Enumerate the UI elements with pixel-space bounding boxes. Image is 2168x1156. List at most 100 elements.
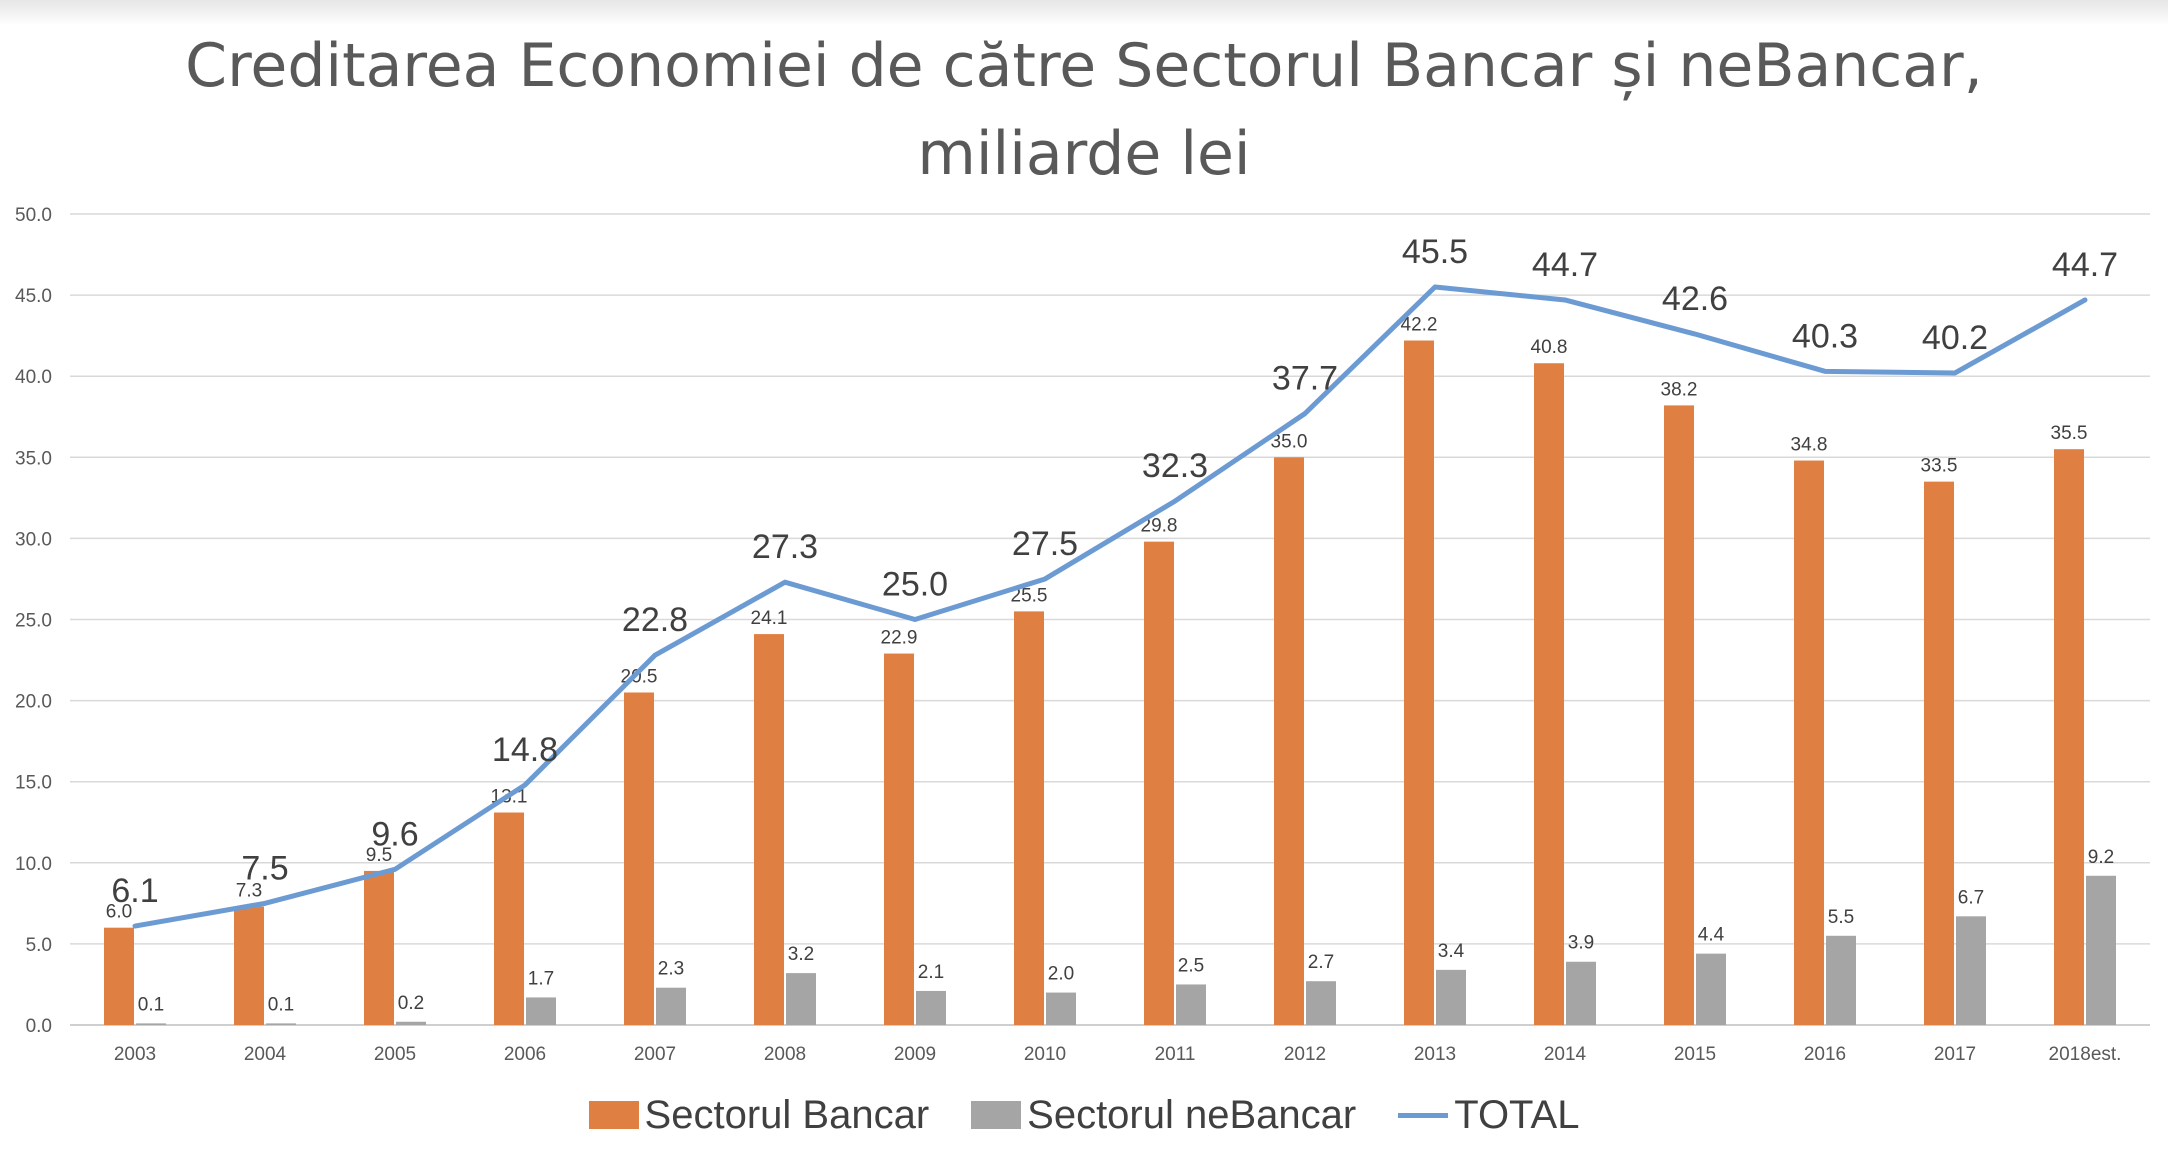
x-tick-label: 2006 [504,1044,546,1065]
bar-nebancar [266,1023,296,1025]
data-label-nebancar: 6.7 [1958,887,1984,908]
data-label-bancar: 22.9 [881,628,918,649]
bar-bancar [2054,449,2084,1025]
data-label-bancar: 38.2 [1661,379,1698,400]
y-tick-label: 5.0 [26,935,52,956]
y-tick-label: 30.0 [15,529,52,550]
data-label-total: 45.5 [1402,233,1468,271]
legend-swatch-nebancar [971,1101,1022,1129]
bar-nebancar [136,1023,166,1025]
bar-nebancar [1956,916,1986,1025]
bar-nebancar [786,973,816,1025]
data-label-total: 6.1 [111,872,158,910]
data-label-total: 40.3 [1792,317,1858,355]
legend: Sectorul Bancar Sectorul neBancar TOTAL [0,1085,2168,1145]
x-tick-label: 2009 [894,1044,936,1065]
y-tick-label: 50.0 [15,205,52,226]
data-label-bancar: 35.5 [2051,423,2088,444]
bar-nebancar [1696,953,1726,1025]
data-label-bancar: 35.0 [1271,431,1308,452]
legend-item-nebancar: Sectorul neBancar [971,1093,1356,1138]
data-label-total: 7.5 [241,849,288,887]
chart-title-line-2: miliarde lei [917,119,1251,189]
data-label-nebancar: 9.2 [2088,847,2114,868]
bar-bancar [1794,460,1824,1025]
bar-bancar [1534,363,1564,1025]
bar-nebancar [656,987,686,1025]
y-tick-label: 10.0 [15,854,52,875]
data-label-bancar: 34.8 [1791,435,1828,456]
bar-bancar [234,906,264,1025]
y-tick-label: 40.0 [15,367,52,388]
y-tick-label: 45.0 [15,286,52,307]
x-tick-label: 2011 [1155,1044,1196,1065]
bar-nebancar [1566,961,1596,1025]
bar-nebancar [1826,935,1856,1025]
chart-title: Creditarea Economiei de către Sectorul B… [0,22,2168,198]
data-label-total: 22.8 [622,601,688,639]
bar-bancar [104,927,134,1025]
bar-bancar [754,634,784,1025]
data-label-nebancar: 5.5 [1828,907,1854,928]
data-label-bancar: 25.5 [1011,585,1048,606]
bar-nebancar [1046,992,1076,1025]
x-tick-label: 2013 [1414,1044,1456,1065]
y-tick-label: 35.0 [15,448,52,469]
bar-nebancar [2086,875,2116,1025]
data-label-bancar: 42.2 [1401,315,1438,336]
legend-item-bancar: Sectorul Bancar [588,1092,930,1138]
data-label-nebancar: 2.5 [1178,955,1204,976]
bar-bancar [1404,340,1434,1025]
data-label-total: 9.6 [371,815,418,853]
data-label-total: 32.3 [1142,447,1208,485]
bar-bancar [494,812,524,1025]
bar-bancar [364,870,394,1025]
data-label-total: 25.0 [882,566,948,604]
data-label-bancar: 40.8 [1531,337,1568,358]
data-label-nebancar: 0.2 [398,993,424,1014]
line-total [132,284,2088,929]
data-label-total: 42.6 [1662,280,1728,318]
x-tick-label: 2015 [1674,1044,1716,1065]
x-tick-label: 2005 [374,1044,416,1065]
data-label-total: 44.7 [2052,246,2118,284]
top-shade [0,0,2168,26]
legend-swatch-total [1398,1112,1449,1118]
data-label-nebancar: 0.1 [268,994,294,1015]
data-label-total: 44.7 [1532,246,1598,284]
data-label-nebancar: 3.4 [1438,941,1465,962]
legend-label-nebancar: Sectorul neBancar [1027,1092,1357,1137]
x-tick-label: 2012 [1284,1044,1326,1065]
data-label-bancar: 33.5 [1921,456,1958,477]
bar-nebancar [1436,969,1466,1025]
bar-bancar [1014,611,1044,1025]
legend-label-bancar: Sectorul Bancar [644,1092,930,1137]
bar-bancar [624,692,654,1025]
y-tick-label: 20.0 [15,692,52,713]
bar-nebancar [396,1021,426,1025]
x-tick-label: 2018est. [2049,1044,2122,1065]
bar-nebancar [1176,984,1206,1025]
chart-title-line-1: Creditarea Economiei de către Sectorul B… [185,31,1983,101]
bar-bancar [1664,405,1694,1025]
data-label-nebancar: 0.1 [138,994,164,1015]
data-label-bancar: 9.5 [366,845,392,866]
data-label-total: 27.3 [752,528,818,566]
y-tick-label: 25.0 [15,611,52,632]
legend-swatch-bancar [588,1101,639,1129]
data-label-nebancar: 2.3 [658,959,684,980]
data-label-bancar: 24.1 [751,608,788,629]
x-tick-label: 2010 [1024,1044,1066,1065]
data-label-bancar: 7.3 [236,881,262,902]
y-tick-label: 15.0 [15,773,52,794]
y-tick-label: 0.0 [26,1016,52,1037]
data-label-nebancar: 2.1 [918,962,944,983]
data-label-nebancar: 4.4 [1698,925,1725,946]
data-label-total: 37.7 [1272,360,1338,398]
x-tick-label: 2017 [1934,1044,1976,1065]
x-tick-label: 2007 [634,1044,676,1065]
x-tick-label: 2004 [244,1044,287,1065]
data-label-total: 27.5 [1012,525,1078,563]
legend-item-total: TOTAL [1398,1093,1579,1138]
bar-nebancar [1306,981,1336,1025]
